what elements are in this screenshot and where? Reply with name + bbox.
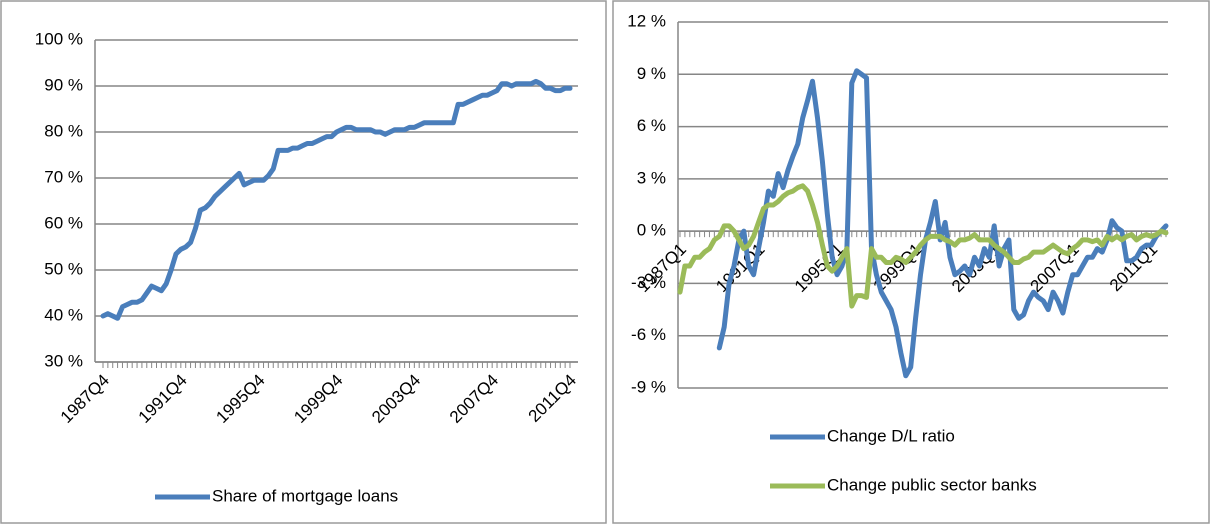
y-tick-label: 6 % (637, 116, 666, 135)
series-line (716, 68, 1169, 379)
y-tick-label: 100 % (35, 29, 83, 48)
y-tick-label: -9 % (631, 377, 666, 396)
y-tick-label: 70 % (44, 167, 83, 186)
y-tick-label: 12 % (627, 11, 666, 30)
series-line (100, 78, 573, 321)
y-tick-label: 30 % (44, 351, 83, 370)
y-tick-label: -3 % (631, 273, 666, 292)
legend-label: Share of mortgage loans (212, 486, 398, 505)
y-tick-label: 0 % (637, 221, 666, 240)
y-tick-label: 9 % (637, 64, 666, 83)
y-tick-label: -6 % (631, 325, 666, 344)
y-tick-label: 80 % (44, 121, 83, 140)
legend-label: Change D/L ratio (827, 426, 955, 445)
y-tick-label: 3 % (637, 168, 666, 187)
legend-label: Change public sector banks (827, 475, 1037, 494)
y-tick-label: 90 % (44, 75, 83, 94)
left-panel (0, 0, 607, 524)
y-tick-label: 40 % (44, 305, 83, 324)
y-tick-label: 60 % (44, 213, 83, 232)
y-tick-label: 50 % (44, 259, 83, 278)
right-panel (612, 0, 1210, 524)
series-line (677, 183, 1169, 309)
